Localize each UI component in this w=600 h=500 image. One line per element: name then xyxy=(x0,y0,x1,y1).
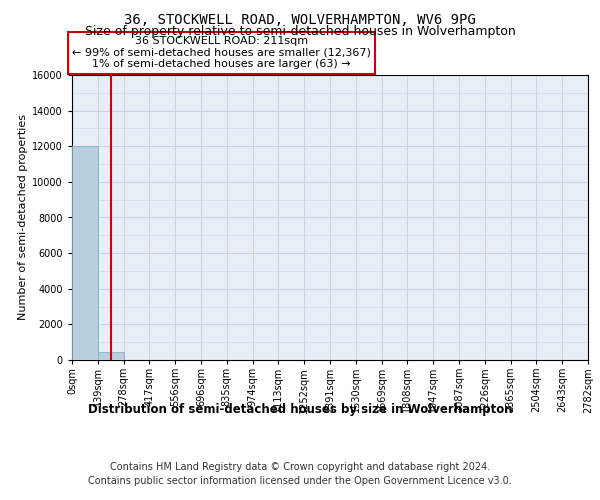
Text: Contains HM Land Registry data © Crown copyright and database right 2024.: Contains HM Land Registry data © Crown c… xyxy=(110,462,490,472)
Text: 36, STOCKWELL ROAD, WOLVERHAMPTON, WV6 9PG: 36, STOCKWELL ROAD, WOLVERHAMPTON, WV6 9… xyxy=(124,12,476,26)
Text: 36 STOCKWELL ROAD: 211sqm  
← 99% of semi-detached houses are smaller (12,367)
 : 36 STOCKWELL ROAD: 211sqm ← 99% of semi-… xyxy=(72,36,371,70)
Bar xyxy=(72,146,98,360)
Text: Contains public sector information licensed under the Open Government Licence v3: Contains public sector information licen… xyxy=(88,476,512,486)
Bar xyxy=(98,352,124,360)
Text: Distribution of semi-detached houses by size in Wolverhampton: Distribution of semi-detached houses by … xyxy=(88,402,512,415)
Text: Size of property relative to semi-detached houses in Wolverhampton: Size of property relative to semi-detach… xyxy=(85,25,515,38)
Y-axis label: Number of semi-detached properties: Number of semi-detached properties xyxy=(18,114,28,320)
